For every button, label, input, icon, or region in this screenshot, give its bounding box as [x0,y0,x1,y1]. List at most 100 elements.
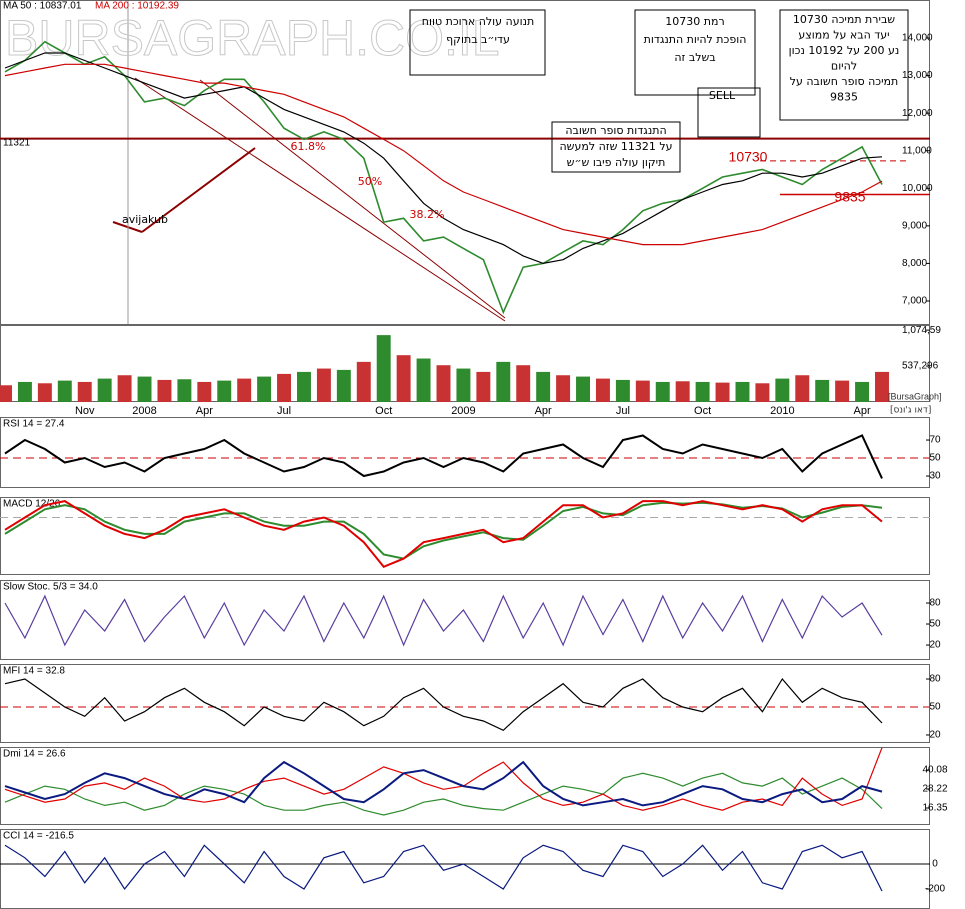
x-tick-label: Apr [535,405,552,417]
annotation-text: יעד הבא על ממוצע [798,29,889,42]
legend-entry: MA 200 : 10192.39 [95,1,179,12]
panel-frame [0,417,930,488]
volume-bar [735,381,750,402]
volume-bar [197,381,212,402]
x-tick-label: Oct [375,405,392,417]
annotation-text: SELL [709,89,736,102]
volume-bar [855,381,870,402]
annotation-text: תמיכה סופר חשובה על [790,75,899,88]
volume-bar [556,375,571,402]
volume-bar [576,376,590,402]
volume-bar [516,365,531,402]
panel-title: MFI 14 = 32.8 [3,666,65,677]
watermark: BURSAGRAPH.CO.IL [5,10,500,66]
volume-bar [815,379,830,402]
y-tick-label: 13,000 [902,70,933,81]
series-line [4,760,883,807]
level-label: 11321 [3,138,31,149]
y-tick-label: 80 [929,598,941,609]
y-tick-label: 0 [932,859,938,870]
series-line [4,63,883,246]
annotation-text: avijakub [122,213,168,226]
annotation-text: שבירת תמיכה 10730 [793,13,895,26]
panel-frame [0,0,930,325]
volume-bar [695,381,710,402]
y-tick-label: 14,000 [902,33,933,44]
volume-bar [456,368,471,402]
annotation-text: על 11321 שזה למעשה [559,140,672,153]
series-line [4,434,883,479]
y-tick-label: -200 [925,884,945,895]
source-label: [BursaGraph] [888,391,942,401]
volume-bar [0,385,12,402]
series-line [4,677,883,732]
annotation-box [779,9,909,121]
series-line [4,500,883,569]
panel-title: Slow Stoc. 5/3 = 34.0 [3,582,98,593]
volume-bar [715,382,730,402]
annotation-text: בשלב זה [674,51,715,64]
trend-line [199,79,506,319]
volume-bar [396,355,411,402]
annotation-box [697,87,761,138]
volume-bar [615,379,630,402]
x-tick-label: Oct [694,405,711,417]
panel-frame [0,580,930,660]
volume-bar [595,378,610,402]
y-tick-label: 20 [929,640,941,651]
volume-bar [137,376,152,402]
volume-bar [17,381,32,402]
annotation-text: תנועה עולה ארוכת טווח [422,15,534,28]
volume-bar [257,376,272,402]
y-tick-label: 70 [929,435,941,446]
annotation-text: 38.2% [410,208,445,221]
annotation-text: עדי״ב בתוקף [446,33,510,46]
y-tick-label: 9,000 [902,220,927,231]
volume-bar [297,371,311,402]
volume-bar [795,375,810,402]
volume-bar [77,381,92,402]
panel-title: RSI 14 = 27.4 [3,419,65,430]
annotation-text: התנגדות סופר חשובה [565,124,666,137]
volume-bar [675,381,690,402]
volume-bar [277,373,292,402]
volume-bar [57,380,72,402]
y-tick-label: 50 [929,619,941,630]
y-tick-label: 50 [929,702,941,713]
x-tick-label: Nov [75,405,95,417]
y-tick-label: 20 [929,730,941,741]
panel-title: MACD 12/26 [3,499,61,510]
annotation-text: הופכת להיות התנגדות [644,33,747,46]
volume-bar [316,368,331,402]
x-tick-label: 2008 [132,405,156,417]
annotation-text: נע 200 על 10192 נכון [789,44,900,57]
level-label: 10730 [729,149,768,165]
volume-bar [237,378,252,402]
y-tick-label: 10,000 [902,183,933,194]
x-tick-label: 2010 [770,405,794,417]
y-tick-label: 11,000 [902,145,932,156]
series-line [4,594,883,647]
annotation-box [551,121,681,173]
panel-title: CCI 14 = -216.5 [3,831,74,842]
volume-bar [97,378,112,402]
volume-bar [117,375,132,402]
x-tick-label: Apr [196,405,213,417]
volume-bar [336,369,351,402]
annotation-text: רמת 10730 [665,15,724,28]
annotation-text: להיום [831,60,857,73]
volume-bar [376,335,391,402]
volume-bar [157,379,172,402]
x-tick-label: Jul [616,405,630,417]
y-tick-label: 16.35 [922,803,947,814]
series-line [4,501,883,560]
y-tick-label: 1,074,59 [902,325,941,336]
volume-bar [356,361,371,402]
series-line [4,772,883,816]
x-tick-label: Apr [854,405,871,417]
volume-bar [875,371,889,402]
annotation-box [409,9,546,76]
series-line [4,844,883,892]
volume-bar [536,371,551,402]
annotation-text: 50% [358,175,382,188]
